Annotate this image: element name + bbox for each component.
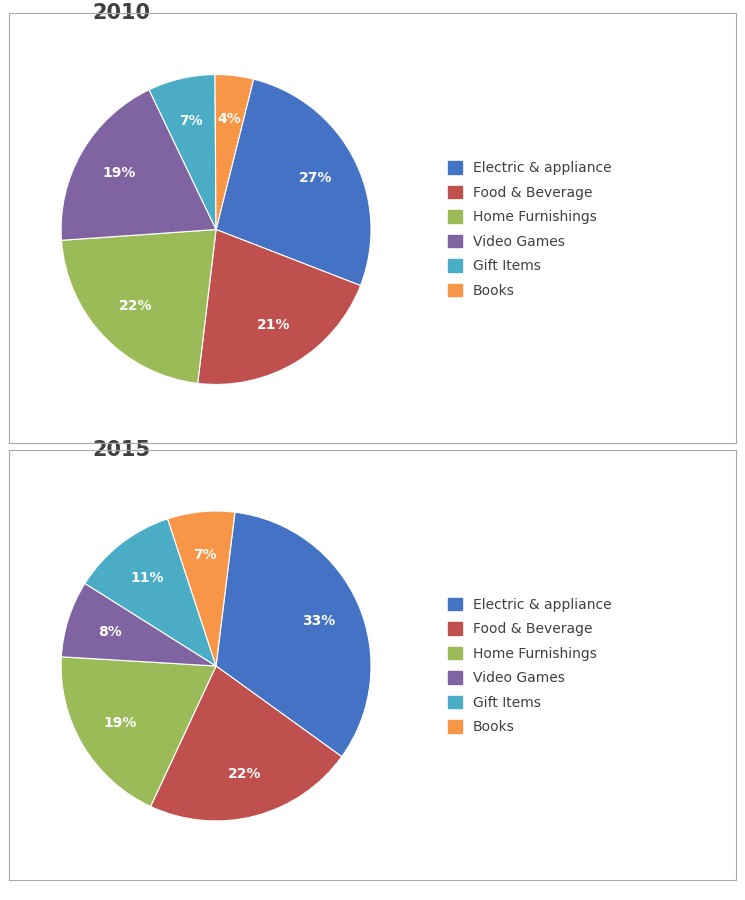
Wedge shape	[216, 512, 371, 757]
Text: 21%: 21%	[257, 318, 291, 332]
Wedge shape	[61, 583, 216, 666]
Text: 22%: 22%	[118, 300, 152, 313]
Text: 2010: 2010	[92, 3, 150, 23]
Text: 2015: 2015	[92, 439, 150, 460]
Wedge shape	[61, 657, 216, 806]
Text: 7%: 7%	[194, 548, 217, 562]
Text: 7%: 7%	[179, 113, 203, 128]
Text: 19%: 19%	[104, 716, 137, 730]
Text: 19%: 19%	[103, 166, 136, 180]
Text: 33%: 33%	[302, 615, 335, 628]
Wedge shape	[62, 230, 216, 383]
Text: 11%: 11%	[130, 572, 164, 585]
Wedge shape	[150, 666, 342, 821]
Text: 8%: 8%	[98, 625, 121, 639]
Wedge shape	[149, 75, 216, 230]
Wedge shape	[61, 90, 216, 240]
Wedge shape	[216, 79, 371, 285]
Wedge shape	[85, 518, 216, 666]
Text: 4%: 4%	[218, 112, 241, 126]
Wedge shape	[215, 75, 253, 230]
Wedge shape	[197, 230, 361, 384]
Text: 22%: 22%	[227, 767, 261, 781]
Wedge shape	[168, 511, 235, 666]
Legend: Electric & appliance, Food & Beverage, Home Furnishings, Video Games, Gift Items: Electric & appliance, Food & Beverage, H…	[448, 598, 612, 734]
Text: 27%: 27%	[299, 171, 332, 185]
Legend: Electric & appliance, Food & Beverage, Home Furnishings, Video Games, Gift Items: Electric & appliance, Food & Beverage, H…	[448, 161, 612, 298]
